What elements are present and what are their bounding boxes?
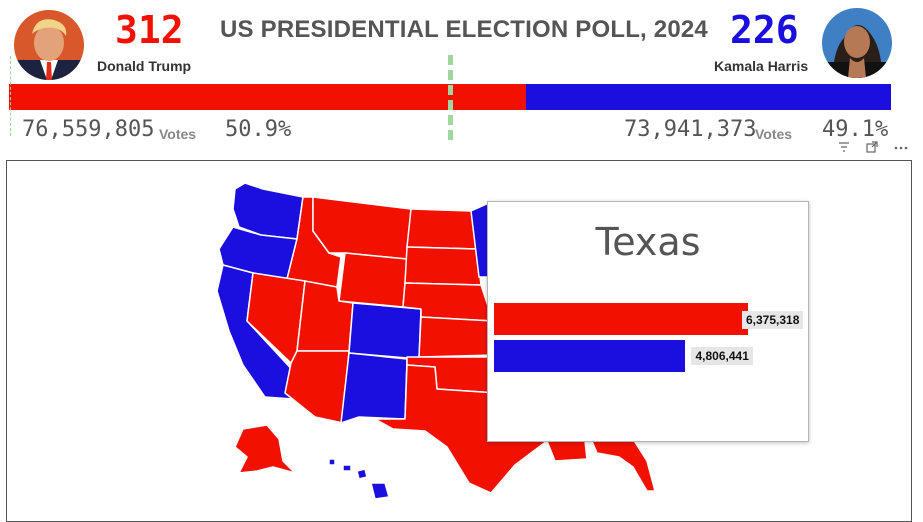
tooltip-harris-bar [494, 340, 686, 372]
harris-popular-votes: 73,941,373 [624, 117, 757, 142]
state-south-dakota[interactable] [404, 246, 482, 286]
harris-electoral-votes: 226 [730, 8, 799, 52]
trump-percent: 50.9% [225, 117, 292, 142]
majority-line [448, 55, 453, 140]
harris-percent: 49.1% [822, 117, 889, 142]
trump-share-fill [9, 84, 527, 110]
trump-votes-label: Votes [159, 126, 197, 142]
state-louisiana[interactable] [546, 440, 588, 462]
page-title: US PRESIDENTIAL ELECTION POLL, 2024 [220, 16, 708, 43]
more-options-icon[interactable] [894, 141, 908, 157]
tooltip-trump-votes: 6,375,318 [742, 311, 804, 329]
focus-mode-icon[interactable] [866, 141, 878, 157]
state-new-mexico[interactable] [340, 352, 408, 424]
tooltip-state-name: Texas [595, 220, 701, 264]
state-hawaii[interactable] [328, 458, 390, 500]
trump-popular-votes: 76,559,805 [22, 117, 155, 142]
filter-icon[interactable] [838, 141, 850, 157]
state-arizona[interactable] [284, 350, 350, 424]
map-panel: Texas 6,375,318 4,806,441 [6, 160, 912, 522]
tooltip-trump-bar [494, 303, 748, 335]
left-divider [10, 56, 11, 136]
state-florida[interactable] [590, 438, 656, 492]
trump-electoral-votes: 312 [115, 8, 184, 52]
state-north-dakota[interactable] [406, 208, 478, 250]
state-wyoming[interactable] [338, 252, 408, 308]
state-alaska[interactable] [234, 424, 296, 474]
harris-votes-label: Votes [755, 126, 793, 142]
harris-name: Kamala Harris [714, 58, 809, 74]
state-montana[interactable] [312, 196, 412, 260]
state-kansas[interactable] [418, 316, 496, 358]
trump-avatar [14, 10, 84, 80]
tooltip-harris-votes: 4,806,441 [691, 347, 753, 365]
us-election-map [216, 182, 656, 500]
trump-name: Donald Trump [97, 58, 192, 74]
harris-avatar [822, 8, 892, 78]
state-colorado[interactable] [348, 302, 422, 360]
state-tooltip: Texas 6,375,318 4,806,441 [487, 201, 809, 442]
